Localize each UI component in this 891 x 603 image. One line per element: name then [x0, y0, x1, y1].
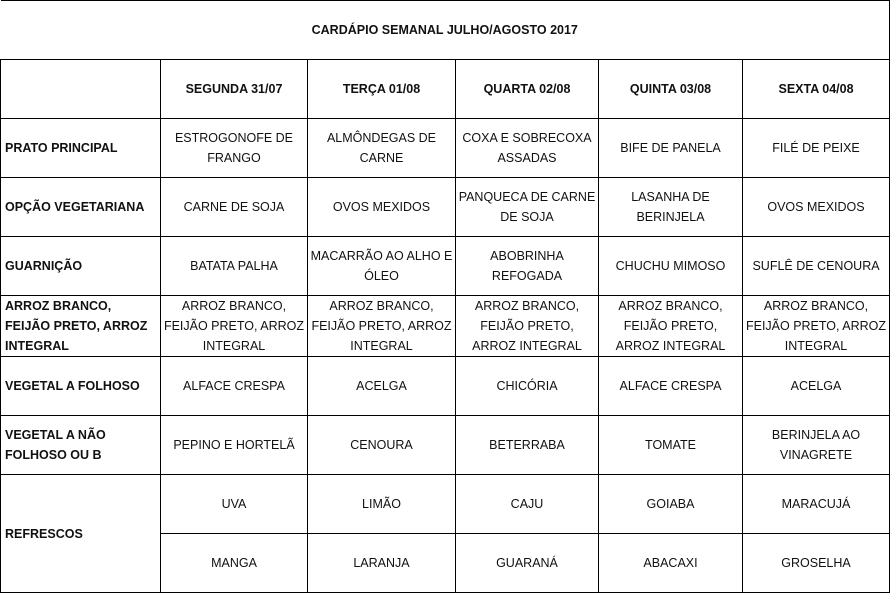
menu-cell: UVA: [160, 474, 308, 534]
day-header: QUINTA 03/08: [598, 59, 743, 119]
menu-cell: LARANJA: [307, 533, 456, 593]
menu-cell: ARROZ BRANCO, FEIJÃO PRETO, ARROZ INTEGR…: [455, 295, 599, 357]
table-row: ARROZ BRANCO, FEIJÃO PRETO, ARROZ INTEGR…: [0, 295, 891, 357]
menu-cell: MARACUJÁ: [741, 474, 891, 534]
menu-cell: ESTROGONOFE DE FRANGO: [160, 118, 308, 178]
menu-cell: ACELGA: [307, 356, 456, 416]
day-header: SEXTA 04/08: [741, 59, 891, 119]
menu-cell: ALFACE CRESPA: [598, 356, 743, 416]
table-row: VEGETAL A NÃO FOLHOSO OU B PEPINO E HORTE…: [0, 415, 891, 475]
menu-cell: CHICÓRIA: [455, 356, 599, 416]
table-row: OPÇÃO VEGETARIANA CARNE DE SOJA OVOS MEXID…: [0, 177, 891, 237]
menu-cell: OVOS MEXIDOS: [307, 177, 456, 237]
day-header: QUARTA 02/08: [455, 59, 599, 119]
header-corner-cell: [0, 59, 161, 119]
menu-cell: GOIABA: [598, 474, 743, 534]
menu-cell: ABOBRINHA REFOGADA: [455, 236, 599, 296]
row-label: GUARNIÇÃO: [0, 236, 161, 296]
menu-cell: LIMÃO: [307, 474, 456, 534]
menu-cell: SUFLÊ DE CENOURA: [741, 236, 891, 296]
menu-cell: MACARRÃO AO ALHO E ÓLEO: [307, 236, 456, 296]
menu-cell: CARNE DE SOJA: [160, 177, 308, 237]
menu-cell: TOMATE: [598, 415, 743, 475]
table-row: VEGETAL A FOLHOSO ALFACE CRESPA ACELGA CHIC…: [0, 356, 891, 416]
menu-cell: PEPINO E HORTELÃ: [160, 415, 308, 475]
menu-cell: FILÉ DE PEIXE: [741, 118, 891, 178]
menu-cell: ALMÔNDEGAS DE CARNE: [307, 118, 456, 178]
row-label: REFRESCOS: [0, 474, 161, 593]
menu-cell: PANQUECA DE CARNE DE SOJA: [455, 177, 599, 237]
menu-cell: BIFE DE PANELA: [598, 118, 743, 178]
menu-cell: CENOURA: [307, 415, 456, 475]
row-label: VEGETAL A NÃO FOLHOSO OU B: [0, 415, 161, 475]
table-row: GUARNIÇÃO BATATA PALHA MACARRÃO AO ALHO E …: [0, 236, 891, 296]
title-row: CARDÁPIO SEMANAL JULHO/AGOSTO 2017: [0, 0, 891, 60]
day-header: SEGUNDA 31/07: [160, 59, 308, 119]
menu-cell: ARROZ BRANCO, FEIJÃO PRETO, ARROZ INTEGR…: [160, 295, 308, 357]
table-row: PRATO PRINCIPAL ESTROGONOFE DE FRANGO ALMÔ…: [0, 118, 891, 178]
menu-cell: GUARANÁ: [455, 533, 599, 593]
row-label: VEGETAL A FOLHOSO: [0, 356, 161, 416]
menu-cell: ARROZ BRANCO, FEIJÃO PRETO, ARROZ INTEGR…: [741, 295, 891, 357]
menu-cell: GROSELHA: [741, 533, 891, 593]
table-row-refrescos: REFRESCOS UVA LIMÃO CAJU GOIABA MARACUJÁ: [0, 474, 891, 593]
menu-cell: ALFACE CRESPA: [160, 356, 308, 416]
menu-cell: CAJU: [455, 474, 599, 534]
menu-cell: ACELGA: [741, 356, 891, 416]
header-row: SEGUNDA 31/07 TERÇA 01/08 QUARTA 02/08 QUIN…: [0, 59, 891, 119]
table-row-refrescos: MANGA LARANJA GUARANÁ ABACAXI GROSELHA: [1, 533, 891, 593]
row-label: PRATO PRINCIPAL: [0, 118, 161, 178]
menu-cell: BERINJELA AO VINAGRETE: [741, 415, 891, 475]
menu-cell: ARROZ BRANCO, FEIJÃO PRETO, ARROZ INTEGR…: [307, 295, 456, 357]
menu-cell: CHUCHU MIMOSO: [598, 236, 743, 296]
day-header: TERÇA 01/08: [307, 59, 456, 119]
menu-cell: ARROZ BRANCO, FEIJÃO PRETO, ARROZ INTEGR…: [598, 295, 743, 357]
menu-cell: BATATA PALHA: [160, 236, 308, 296]
menu-cell: LASANHA DE BERINJELA: [598, 177, 743, 237]
menu-cell: COXA E SOBRECOXA ASSADAS: [455, 118, 599, 178]
menu-title: CARDÁPIO SEMANAL JULHO/AGOSTO 2017: [0, 0, 891, 60]
menu-cell: ABACAXI: [598, 533, 743, 593]
menu-cell: MANGA: [160, 533, 308, 593]
menu-cell: BETERRABA: [455, 415, 599, 475]
menu-cell: OVOS MEXIDOS: [741, 177, 891, 237]
row-label: ARROZ BRANCO, FEIJÃO PRETO, ARROZ INTEGR…: [0, 295, 161, 357]
row-label: OPÇÃO VEGETARIANA: [0, 177, 161, 237]
